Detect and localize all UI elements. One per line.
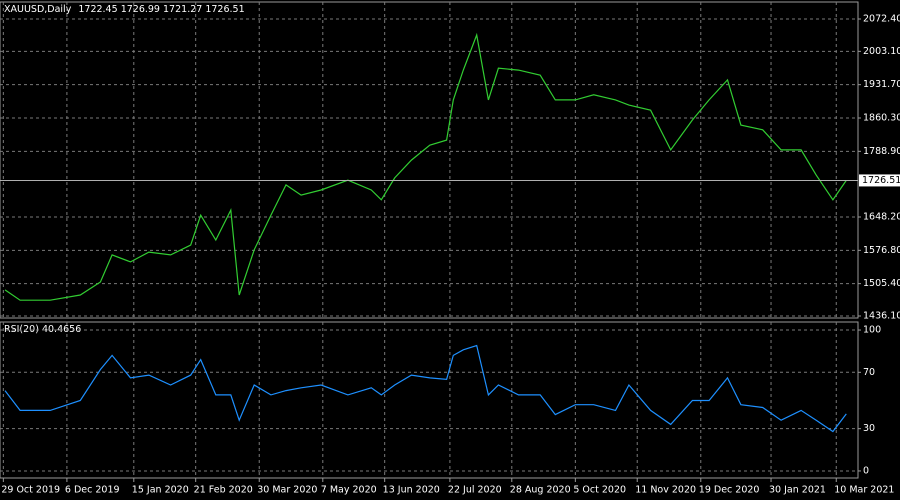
y-tick-label: 1576.80 (863, 245, 900, 256)
rsi-value: 40.4656 (42, 324, 81, 335)
x-tick-label: 13 Jun 2020 (383, 485, 440, 496)
x-tick-label: 21 Feb 2020 (194, 485, 253, 496)
x-tick-label: 7 May 2020 (321, 485, 377, 496)
price-header: XAUUSD,Daily 1722.45 1726.99 1721.27 172… (4, 4, 245, 15)
y-tick-label: 0 (863, 465, 869, 476)
x-tick-label: 19 Dec 2020 (699, 485, 760, 496)
open: 1722.45 (78, 4, 117, 15)
y-tick-label: 70 (863, 367, 875, 378)
rsi-title: RSI(20) (4, 324, 39, 335)
symbol: XAUUSD,Daily (4, 4, 72, 15)
x-tick-label: 28 Aug 2020 (510, 485, 571, 496)
y-tick-label: 100 (863, 325, 881, 336)
y-tick-label: 1436.10 (863, 310, 900, 321)
x-tick-label: 29 Oct 2019 (1, 485, 60, 496)
x-tick-label: 11 Nov 2020 (635, 485, 696, 496)
low: 1721.27 (163, 4, 202, 15)
y-tick-label: 1788.90 (863, 146, 900, 157)
x-tick-label: 10 Mar 2021 (834, 485, 894, 496)
y-tick-label: 30 (863, 423, 875, 434)
y-tick-label: 1505.40 (863, 278, 900, 289)
x-tick-label: 6 Dec 2019 (65, 485, 120, 496)
last-price-box (859, 174, 900, 187)
price-panel (0, 1, 859, 319)
y-tick-label: 1648.20 (863, 211, 900, 222)
last-price-label: 1726.51 (862, 175, 900, 186)
x-tick-label: 30 Mar 2020 (257, 485, 317, 496)
x-tick-label: 22 Jul 2020 (448, 485, 502, 496)
y-tick-label: 1860.30 (863, 112, 900, 123)
x-tick-label: 15 Jan 2020 (132, 485, 189, 496)
y-tick-label: 2072.40 (863, 13, 900, 24)
close: 1726.51 (205, 4, 244, 15)
high: 1726.99 (121, 4, 160, 15)
rsi-panel (0, 321, 859, 479)
x-tick-label: 30 Jan 2021 (769, 485, 826, 496)
series-line (4, 344, 847, 433)
y-tick-label: 2003.10 (863, 46, 900, 57)
y-tick-label: 1931.70 (863, 79, 900, 90)
x-tick-label: 5 Oct 2020 (573, 485, 626, 496)
series-line (4, 32, 847, 301)
rsi-header: RSI(20) 40.4656 (4, 324, 81, 335)
